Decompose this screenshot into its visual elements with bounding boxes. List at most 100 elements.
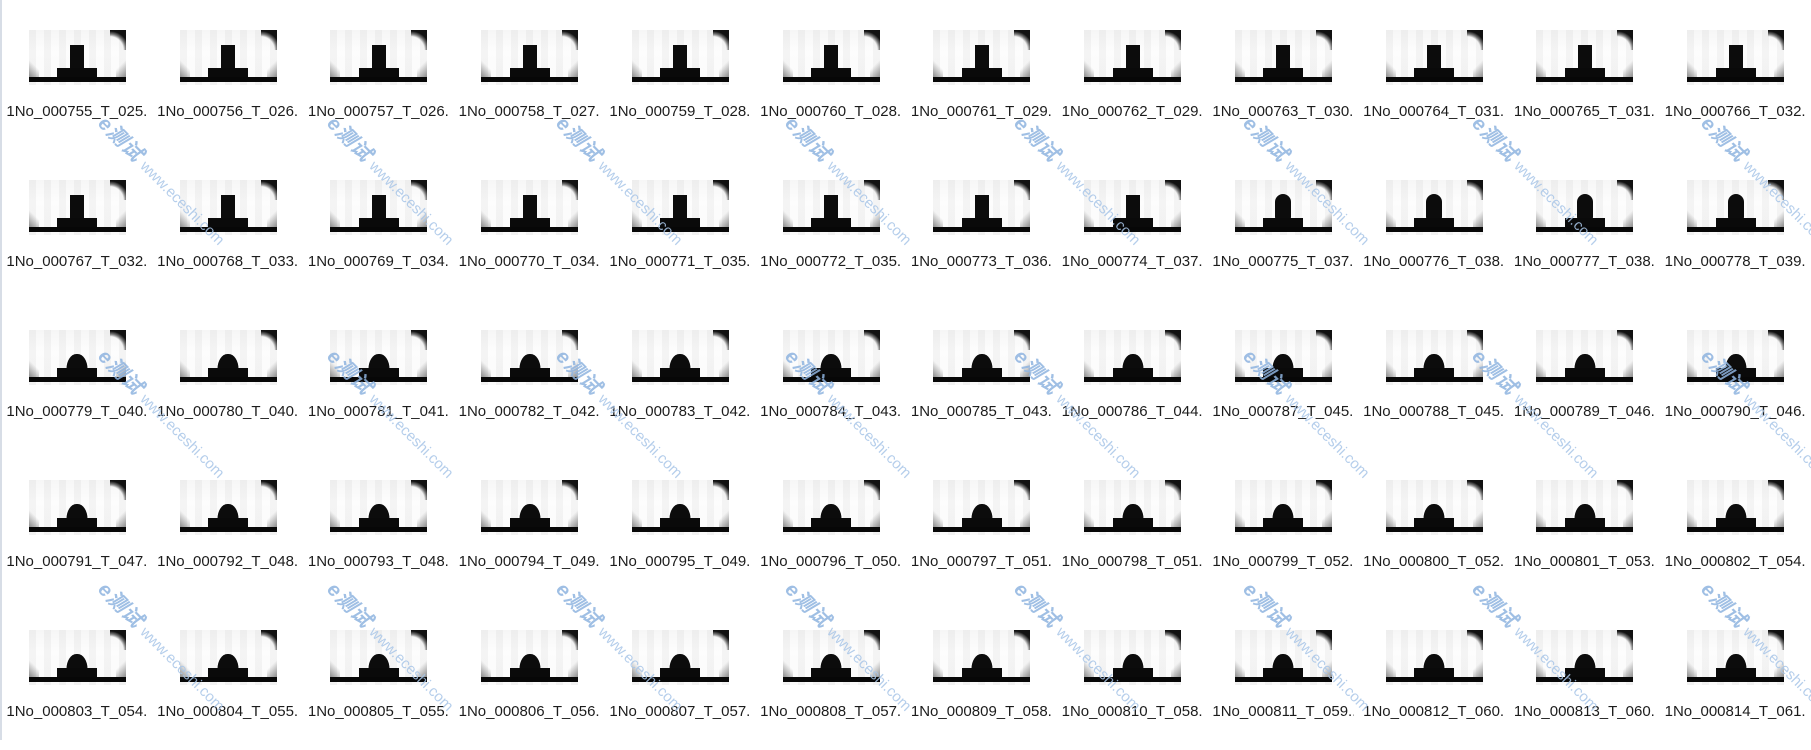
file-item[interactable]: 1No_000760_T_028... bbox=[756, 0, 907, 150]
vignette-left bbox=[631, 206, 642, 232]
vignette-right bbox=[568, 356, 579, 382]
file-name-label: 1No_000794_T_049... bbox=[458, 553, 601, 570]
file-item[interactable]: 1No_000765_T_031... bbox=[1510, 0, 1661, 150]
file-item[interactable]: 1No_000806_T_056... bbox=[454, 600, 605, 750]
needle-wedge-icon bbox=[1315, 480, 1332, 500]
file-item[interactable]: 1No_000800_T_052... bbox=[1359, 450, 1510, 600]
file-item[interactable]: 1No_000812_T_060... bbox=[1359, 600, 1510, 750]
sample-stage bbox=[1715, 668, 1756, 677]
file-item[interactable]: 1No_000803_T_054... bbox=[2, 600, 153, 750]
file-item[interactable]: 1No_000814_T_061... bbox=[1660, 600, 1811, 750]
file-name-label: 1No_000784_T_043... bbox=[760, 403, 903, 420]
file-thumbnail bbox=[631, 330, 729, 385]
vignette-left bbox=[1084, 506, 1095, 532]
file-item[interactable]: 1No_000759_T_028... bbox=[605, 0, 756, 150]
file-item[interactable]: 1No_000810_T_058... bbox=[1057, 600, 1208, 750]
vignette-left bbox=[481, 56, 492, 82]
file-item[interactable]: 1No_000808_T_057... bbox=[756, 600, 907, 750]
file-item[interactable]: 1No_000797_T_051... bbox=[907, 450, 1058, 600]
file-thumbnail bbox=[631, 480, 729, 535]
file-item[interactable]: 1No_000796_T_050... bbox=[756, 450, 907, 600]
file-item[interactable]: 1No_000780_T_040... bbox=[153, 300, 304, 450]
file-item[interactable]: 1No_000772_T_035... bbox=[756, 150, 907, 300]
file-item[interactable]: 1No_000785_T_043... bbox=[907, 300, 1058, 450]
file-item[interactable]: 1No_000758_T_027... bbox=[454, 0, 605, 150]
file-thumbnail bbox=[1687, 180, 1785, 235]
substrate-line bbox=[28, 227, 126, 232]
file-item[interactable]: 1No_000761_T_029... bbox=[907, 0, 1058, 150]
file-item[interactable]: 1No_000801_T_053... bbox=[1510, 450, 1661, 600]
file-item[interactable]: 1No_000787_T_045... bbox=[1208, 300, 1359, 450]
vignette-right bbox=[718, 206, 729, 232]
file-item[interactable]: 1No_000813_T_060... bbox=[1510, 600, 1661, 750]
file-item[interactable]: 1No_000794_T_049... bbox=[454, 450, 605, 600]
droplet-shape bbox=[1577, 45, 1592, 69]
vignette-right bbox=[417, 56, 428, 82]
file-thumbnail bbox=[1084, 30, 1182, 85]
file-item[interactable]: 1No_000793_T_048... bbox=[304, 450, 455, 600]
substrate-line bbox=[631, 377, 729, 382]
file-item[interactable]: 1No_000805_T_055... bbox=[304, 600, 455, 750]
file-item[interactable]: 1No_000762_T_029... bbox=[1057, 0, 1208, 150]
file-item[interactable]: 1No_000773_T_036... bbox=[907, 150, 1058, 300]
file-item[interactable]: 1No_000774_T_037... bbox=[1057, 150, 1208, 300]
droplet-shape bbox=[522, 45, 537, 69]
sample-stage bbox=[1263, 68, 1304, 77]
file-item[interactable]: 1No_000766_T_032... bbox=[1660, 0, 1811, 150]
vignette-left bbox=[481, 656, 492, 682]
file-name-label: 1No_000795_T_049... bbox=[609, 553, 752, 570]
file-item[interactable]: 1No_000788_T_045... bbox=[1359, 300, 1510, 450]
file-item[interactable]: 1No_000807_T_057... bbox=[605, 600, 756, 750]
file-item[interactable]: 1No_000782_T_042... bbox=[454, 300, 605, 450]
sample-stage bbox=[660, 518, 701, 527]
needle-wedge-icon bbox=[562, 330, 579, 350]
file-item[interactable]: 1No_000781_T_041... bbox=[304, 300, 455, 450]
file-thumbnail bbox=[179, 630, 277, 685]
file-item[interactable]: 1No_000799_T_052... bbox=[1208, 450, 1359, 600]
file-item[interactable]: 1No_000795_T_049... bbox=[605, 450, 756, 600]
file-item[interactable]: 1No_000771_T_035... bbox=[605, 150, 756, 300]
file-item[interactable]: 1No_000784_T_043... bbox=[756, 300, 907, 450]
file-item[interactable]: 1No_000755_T_025... bbox=[2, 0, 153, 150]
file-name-label: 1No_000814_T_061... bbox=[1664, 703, 1807, 720]
file-item[interactable]: 1No_000769_T_034... bbox=[304, 150, 455, 300]
vignette-left bbox=[179, 56, 190, 82]
file-item[interactable]: 1No_000789_T_046... bbox=[1510, 300, 1661, 450]
vignette-right bbox=[115, 506, 126, 532]
vignette-right bbox=[1020, 356, 1031, 382]
droplet-shape bbox=[673, 45, 688, 69]
droplet-shape bbox=[368, 354, 390, 371]
file-item[interactable]: 1No_000792_T_048... bbox=[153, 450, 304, 600]
file-item[interactable]: 1No_000776_T_038... bbox=[1359, 150, 1510, 300]
file-item[interactable]: 1No_000768_T_033... bbox=[153, 150, 304, 300]
file-item[interactable]: 1No_000802_T_054... bbox=[1660, 450, 1811, 600]
file-item[interactable]: 1No_000775_T_037... bbox=[1208, 150, 1359, 300]
file-item[interactable]: 1No_000756_T_026... bbox=[153, 0, 304, 150]
file-item[interactable]: 1No_000790_T_046... bbox=[1660, 300, 1811, 450]
file-item[interactable]: 1No_000798_T_051... bbox=[1057, 450, 1208, 600]
substrate-line bbox=[481, 527, 579, 532]
file-item[interactable]: 1No_000804_T_055... bbox=[153, 600, 304, 750]
needle-wedge-icon bbox=[1768, 480, 1785, 500]
file-item[interactable]: 1No_000767_T_032... bbox=[2, 150, 153, 300]
file-item[interactable]: 1No_000779_T_040... bbox=[2, 300, 153, 450]
substrate-line bbox=[933, 227, 1031, 232]
file-item[interactable]: 1No_000809_T_058... bbox=[907, 600, 1058, 750]
file-item[interactable]: 1No_000778_T_039... bbox=[1660, 150, 1811, 300]
file-item[interactable]: 1No_000791_T_047... bbox=[2, 450, 153, 600]
file-item[interactable]: 1No_000777_T_038... bbox=[1510, 150, 1661, 300]
file-item[interactable]: 1No_000811_T_059... bbox=[1208, 600, 1359, 750]
file-item[interactable]: 1No_000764_T_031... bbox=[1359, 0, 1510, 150]
sample-stage bbox=[208, 68, 249, 77]
file-thumbnail bbox=[1687, 30, 1785, 85]
file-item[interactable]: 1No_000786_T_044... bbox=[1057, 300, 1208, 450]
file-item[interactable]: 1No_000757_T_026... bbox=[304, 0, 455, 150]
substrate-line bbox=[1687, 527, 1785, 532]
file-item[interactable]: 1No_000770_T_034... bbox=[454, 150, 605, 300]
file-item[interactable]: 1No_000783_T_042... bbox=[605, 300, 756, 450]
needle-wedge-icon bbox=[712, 630, 729, 650]
file-thumbnail bbox=[1234, 330, 1332, 385]
needle-wedge-icon bbox=[1466, 30, 1483, 50]
file-name-label: 1No_000782_T_042... bbox=[458, 403, 601, 420]
file-item[interactable]: 1No_000763_T_030... bbox=[1208, 0, 1359, 150]
